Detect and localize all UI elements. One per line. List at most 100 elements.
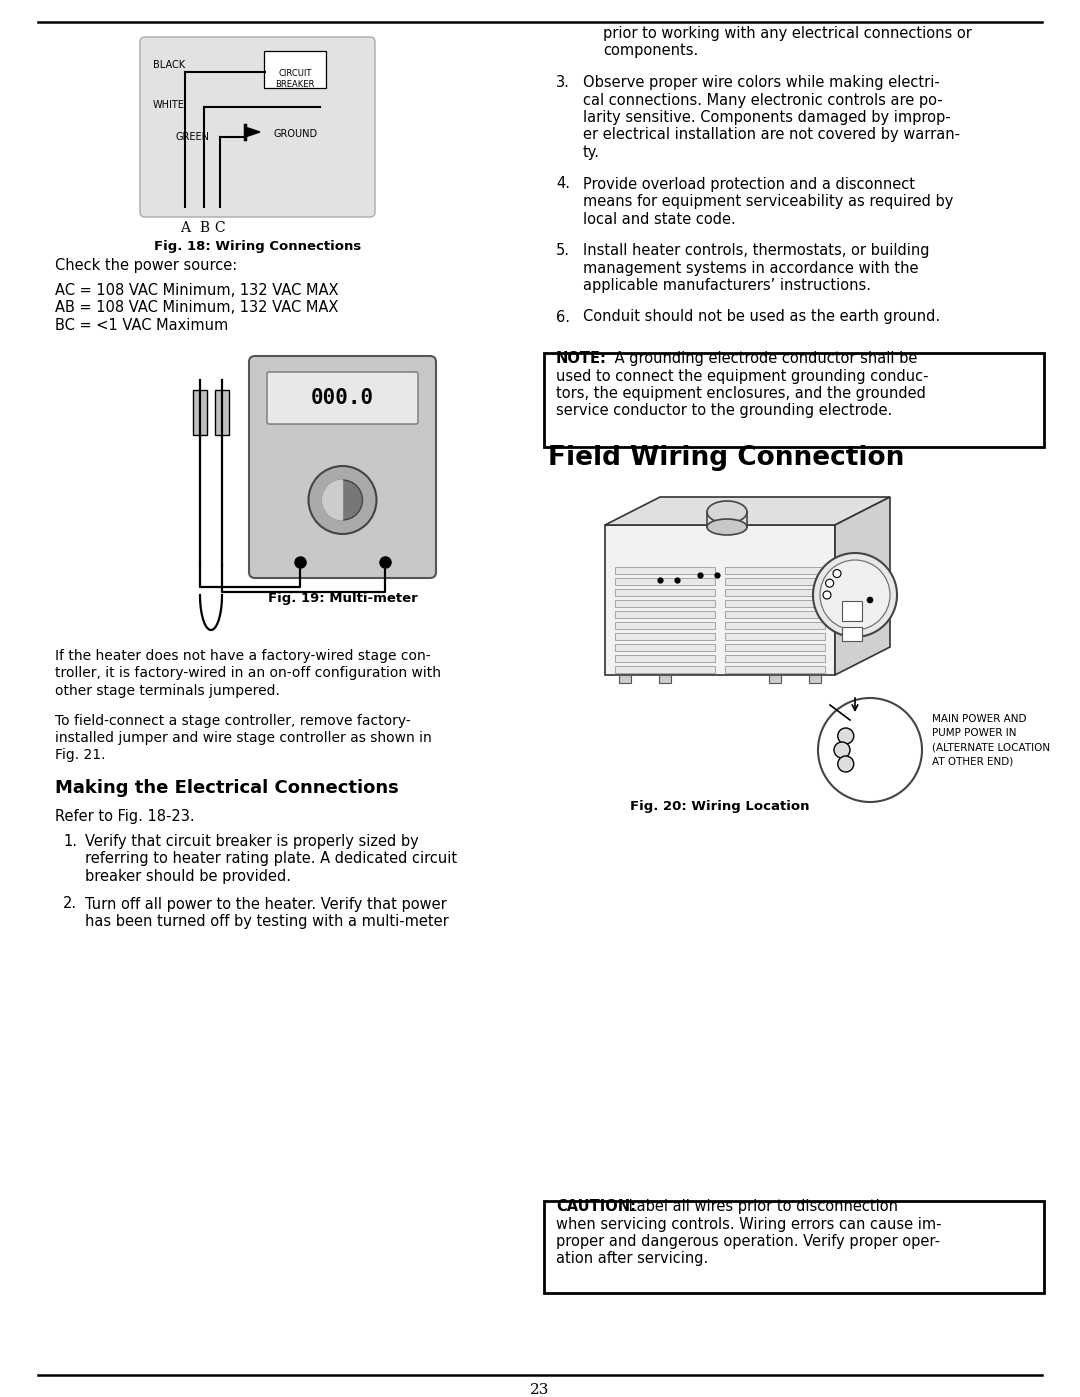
- FancyBboxPatch shape: [725, 590, 825, 597]
- Text: To field-connect a stage controller, remove factory-: To field-connect a stage controller, rem…: [55, 714, 410, 728]
- Polygon shape: [605, 497, 890, 525]
- Text: larity sensitive. Components damaged by improp-: larity sensitive. Components damaged by …: [583, 110, 950, 124]
- Polygon shape: [835, 497, 890, 675]
- FancyBboxPatch shape: [615, 644, 715, 651]
- FancyBboxPatch shape: [619, 675, 631, 683]
- Text: GREEN: GREEN: [175, 131, 210, 142]
- Ellipse shape: [707, 502, 747, 522]
- Text: NOTE:: NOTE:: [556, 351, 607, 366]
- Text: 000.0: 000.0: [311, 388, 374, 408]
- FancyBboxPatch shape: [215, 390, 229, 434]
- Text: service conductor to the grounding electrode.: service conductor to the grounding elect…: [556, 404, 892, 419]
- FancyBboxPatch shape: [249, 356, 436, 578]
- Text: A: A: [180, 221, 190, 235]
- FancyBboxPatch shape: [725, 633, 825, 640]
- Text: Fig. 19: Multi-meter: Fig. 19: Multi-meter: [268, 592, 417, 605]
- FancyBboxPatch shape: [725, 655, 825, 662]
- Text: Fig. 20: Wiring Location: Fig. 20: Wiring Location: [631, 800, 810, 813]
- FancyBboxPatch shape: [615, 622, 715, 629]
- Text: If the heater does not have a factory-wired stage con-: If the heater does not have a factory-wi…: [55, 650, 431, 664]
- Text: 1.: 1.: [63, 834, 77, 849]
- Circle shape: [833, 570, 841, 577]
- FancyBboxPatch shape: [544, 1201, 1044, 1294]
- FancyBboxPatch shape: [615, 666, 715, 673]
- FancyBboxPatch shape: [615, 590, 715, 597]
- Text: Making the Electrical Connections: Making the Electrical Connections: [55, 780, 399, 798]
- FancyBboxPatch shape: [659, 675, 671, 683]
- FancyBboxPatch shape: [809, 675, 821, 683]
- Text: means for equipment serviceability as required by: means for equipment serviceability as re…: [583, 194, 954, 210]
- Circle shape: [820, 560, 890, 630]
- Text: 3.: 3.: [556, 75, 570, 89]
- Text: tors, the equipment enclosures, and the grounded: tors, the equipment enclosures, and the …: [556, 386, 926, 401]
- FancyBboxPatch shape: [615, 578, 715, 585]
- Text: Check the power source:: Check the power source:: [55, 258, 238, 272]
- Text: has been turned off by testing with a multi-meter: has been turned off by testing with a mu…: [85, 914, 449, 929]
- FancyBboxPatch shape: [264, 52, 326, 88]
- Text: troller, it is factory-wired in an on-off configuration with: troller, it is factory-wired in an on-of…: [55, 666, 441, 680]
- Ellipse shape: [707, 520, 747, 535]
- Ellipse shape: [323, 481, 363, 520]
- Text: MAIN POWER AND
PUMP POWER IN
(ALTERNATE LOCATION
AT OTHER END): MAIN POWER AND PUMP POWER IN (ALTERNATE …: [932, 714, 1050, 766]
- Text: BLACK: BLACK: [153, 60, 185, 70]
- Text: Field Wiring Connection: Field Wiring Connection: [548, 446, 904, 471]
- Circle shape: [825, 580, 834, 587]
- Text: other stage terminals jumpered.: other stage terminals jumpered.: [55, 685, 280, 698]
- Text: A grounding electrode conductor shall be: A grounding electrode conductor shall be: [610, 351, 917, 366]
- FancyBboxPatch shape: [544, 353, 1044, 447]
- FancyBboxPatch shape: [725, 610, 825, 617]
- Text: 23: 23: [530, 1383, 550, 1397]
- Circle shape: [838, 756, 854, 773]
- FancyBboxPatch shape: [842, 627, 862, 641]
- Text: AC = 108 VAC Minimum, 132 VAC MAX: AC = 108 VAC Minimum, 132 VAC MAX: [55, 284, 338, 298]
- Circle shape: [823, 591, 831, 599]
- FancyBboxPatch shape: [193, 390, 207, 434]
- Text: local and state code.: local and state code.: [583, 211, 735, 226]
- Text: AB = 108 VAC Minimum, 132 VAC MAX: AB = 108 VAC Minimum, 132 VAC MAX: [55, 300, 338, 316]
- Text: Conduit should not be used as the earth ground.: Conduit should not be used as the earth …: [583, 310, 940, 324]
- Text: WHITE: WHITE: [153, 101, 185, 110]
- Text: GROUND: GROUND: [273, 129, 318, 138]
- Text: Fig. 18: Wiring Connections: Fig. 18: Wiring Connections: [153, 240, 361, 253]
- Text: prior to working with any electrical connections or: prior to working with any electrical con…: [603, 27, 972, 41]
- FancyBboxPatch shape: [615, 633, 715, 640]
- FancyBboxPatch shape: [842, 601, 862, 622]
- Text: Label all wires prior to disconnection: Label all wires prior to disconnection: [624, 1199, 897, 1214]
- FancyBboxPatch shape: [725, 578, 825, 585]
- Text: Fig. 21.: Fig. 21.: [55, 749, 106, 763]
- FancyBboxPatch shape: [615, 610, 715, 617]
- Text: ation after servicing.: ation after servicing.: [556, 1252, 708, 1267]
- FancyBboxPatch shape: [769, 675, 781, 683]
- FancyBboxPatch shape: [725, 644, 825, 651]
- Text: er electrical installation are not covered by warran-: er electrical installation are not cover…: [583, 127, 960, 142]
- Text: Install heater controls, thermostats, or building: Install heater controls, thermostats, or…: [583, 243, 930, 258]
- Text: when servicing controls. Wiring errors can cause im-: when servicing controls. Wiring errors c…: [556, 1217, 942, 1232]
- FancyBboxPatch shape: [615, 655, 715, 662]
- Text: ty.: ty.: [583, 145, 600, 161]
- Ellipse shape: [309, 467, 377, 534]
- Text: referring to heater rating plate. A dedicated circuit: referring to heater rating plate. A dedi…: [85, 852, 457, 866]
- Text: Turn off all power to the heater. Verify that power: Turn off all power to the heater. Verify…: [85, 897, 447, 911]
- Circle shape: [867, 597, 873, 604]
- Text: proper and dangerous operation. Verify proper oper-: proper and dangerous operation. Verify p…: [556, 1234, 940, 1249]
- Circle shape: [834, 742, 850, 759]
- FancyBboxPatch shape: [615, 599, 715, 608]
- Circle shape: [838, 728, 854, 745]
- Text: 6.: 6.: [556, 310, 570, 324]
- Polygon shape: [245, 127, 260, 137]
- Text: cal connections. Many electronic controls are po-: cal connections. Many electronic control…: [583, 92, 943, 108]
- Text: CAUTION:: CAUTION:: [556, 1199, 636, 1214]
- Circle shape: [818, 698, 922, 802]
- Circle shape: [813, 553, 897, 637]
- FancyBboxPatch shape: [725, 567, 825, 574]
- Text: B: B: [199, 221, 210, 235]
- Text: breaker should be provided.: breaker should be provided.: [85, 869, 291, 884]
- Text: management systems in accordance with the: management systems in accordance with th…: [583, 260, 918, 275]
- FancyBboxPatch shape: [140, 36, 375, 217]
- Text: Refer to Fig. 18-23.: Refer to Fig. 18-23.: [55, 809, 194, 824]
- Text: Observe proper wire colors while making electri-: Observe proper wire colors while making …: [583, 75, 940, 89]
- Polygon shape: [605, 525, 835, 675]
- Text: Verify that circuit breaker is properly sized by: Verify that circuit breaker is properly …: [85, 834, 419, 849]
- Text: used to connect the equipment grounding conduc-: used to connect the equipment grounding …: [556, 369, 929, 384]
- FancyBboxPatch shape: [267, 372, 418, 425]
